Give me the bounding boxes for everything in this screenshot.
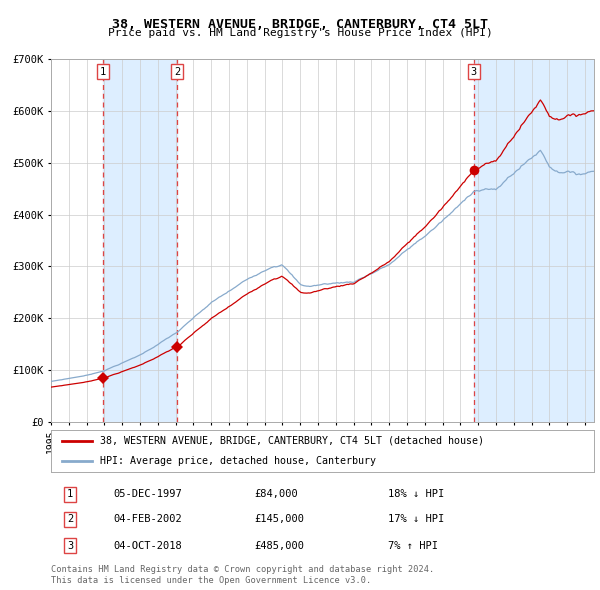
Text: 38, WESTERN AVENUE, BRIDGE, CANTERBURY, CT4 5LT (detached house): 38, WESTERN AVENUE, BRIDGE, CANTERBURY, … [100, 436, 484, 446]
Text: 18% ↓ HPI: 18% ↓ HPI [388, 490, 444, 499]
Text: Price paid vs. HM Land Registry's House Price Index (HPI): Price paid vs. HM Land Registry's House … [107, 28, 493, 38]
Text: £84,000: £84,000 [254, 490, 298, 499]
Text: 38, WESTERN AVENUE, BRIDGE, CANTERBURY, CT4 5LT: 38, WESTERN AVENUE, BRIDGE, CANTERBURY, … [112, 18, 488, 31]
Text: £485,000: £485,000 [254, 540, 305, 550]
Text: 04-OCT-2018: 04-OCT-2018 [113, 540, 182, 550]
Text: 05-DEC-1997: 05-DEC-1997 [113, 490, 182, 499]
Text: 1: 1 [100, 67, 106, 77]
Text: 2: 2 [174, 67, 181, 77]
Text: 2: 2 [67, 514, 73, 524]
Text: 3: 3 [471, 67, 477, 77]
Bar [103, 59, 177, 422]
Text: £145,000: £145,000 [254, 514, 305, 524]
Text: HPI: Average price, detached house, Canterbury: HPI: Average price, detached house, Cant… [100, 455, 376, 466]
Text: 17% ↓ HPI: 17% ↓ HPI [388, 514, 444, 524]
Text: 3: 3 [67, 540, 73, 550]
Text: Contains HM Land Registry data © Crown copyright and database right 2024.
This d: Contains HM Land Registry data © Crown c… [51, 565, 434, 585]
Text: 7% ↑ HPI: 7% ↑ HPI [388, 540, 437, 550]
Text: 04-FEB-2002: 04-FEB-2002 [113, 514, 182, 524]
Bar [474, 59, 594, 422]
Text: 1: 1 [67, 490, 73, 499]
